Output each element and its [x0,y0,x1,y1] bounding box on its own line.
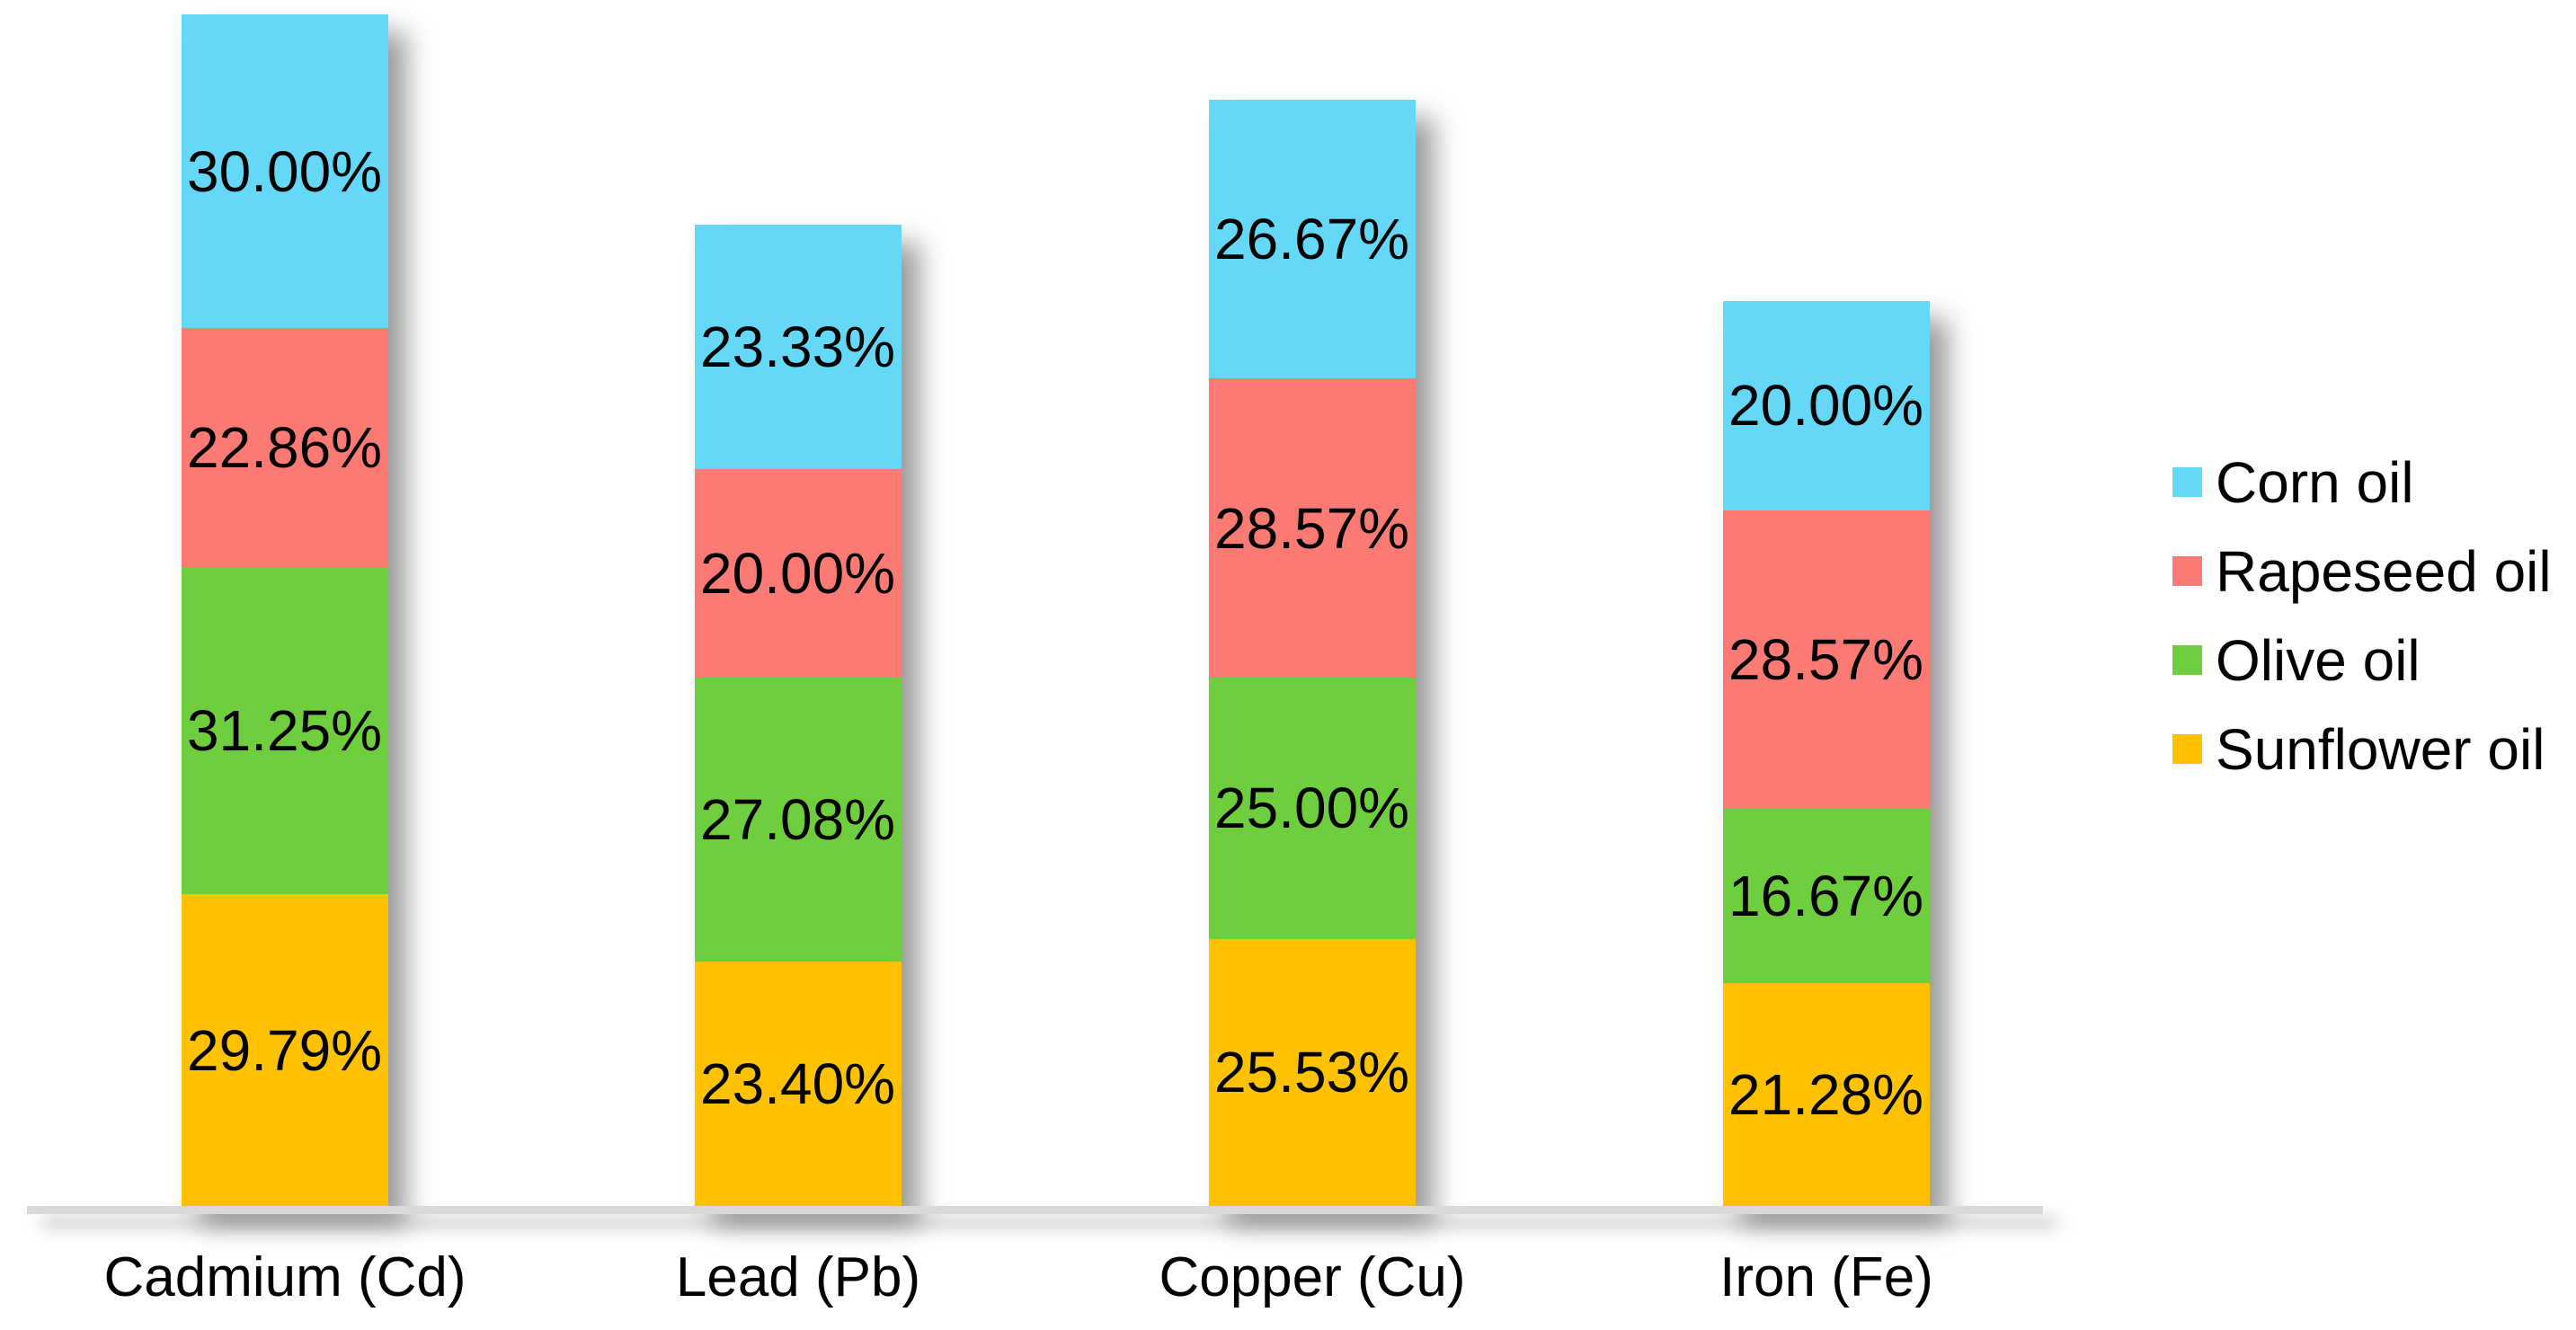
bar-segment-Rapeseed oil-Lead (Pb): 20.00% [695,468,902,678]
bar-segment-Olive oil-Lead (Pb): 27.08% [695,678,902,962]
bar-segment-Sunflower oil-Cadmium (Cd): 29.79% [182,894,388,1206]
data-label: 22.86% [187,415,383,481]
x-axis-label: Copper (Cu) [1159,1246,1466,1308]
bar-segment-Corn oil-Copper (Cu): 26.67% [1209,99,1416,379]
legend-swatch-icon [2172,467,2202,497]
x-axis-label: Lead (Pb) [675,1246,921,1308]
bar-segment-Corn oil-Cadmium (Cd): 30.00% [182,14,388,329]
legend-swatch-icon [2172,645,2202,675]
data-label: 25.00% [1214,776,1410,841]
legend-item-Sunflower oil: Sunflower oil [2172,705,2552,794]
data-label: 30.00% [187,138,383,204]
legend-item-Corn oil: Corn oil [2172,438,2552,527]
bar-Copper (Cu): 26.67% 28.57% 25.00% 25.53% [1209,99,1416,1206]
legend-item-Olive oil: Olive oil [2172,616,2552,705]
data-label: 16.67% [1728,864,1924,929]
bar-Cadmium (Cd): 30.00% 22.86% 31.25% 29.79% [182,14,388,1206]
data-label: 20.00% [1728,373,1924,439]
x-axis-label: Iron (Fe) [1719,1246,1933,1308]
bar-Lead (Pb): 23.33% 20.00% 27.08% 23.40% [695,225,902,1206]
legend: Corn oil Rapeseed oil Olive oil Sunflower o… [2172,438,2552,794]
bar-segment-Rapeseed oil-Copper (Cu): 28.57% [1209,378,1416,678]
bar-segment-Corn oil-Iron (Fe): 20.00% [1723,300,1930,510]
data-label: 27.08% [700,786,896,852]
bar-segment-Olive oil-Copper (Cu): 25.00% [1209,677,1416,939]
x-axis-label: Cadmium (Cd) [103,1246,466,1308]
data-label: 29.79% [187,1017,383,1083]
legend-label: Rapeseed oil [2216,538,2552,604]
bar-segment-Rapeseed oil-Cadmium (Cd): 22.86% [182,328,388,568]
data-label: 23.40% [700,1051,896,1116]
legend-swatch-icon [2172,734,2202,764]
data-label: 21.28% [1728,1062,1924,1128]
data-label: 23.33% [700,314,896,379]
bar-segment-Sunflower oil-Lead (Pb): 23.40% [695,961,902,1206]
data-label: 25.53% [1214,1040,1410,1105]
bar-segment-Olive oil-Cadmium (Cd): 31.25% [182,567,388,895]
data-label: 20.00% [700,540,896,606]
data-label: 28.57% [1728,626,1924,692]
legend-label: Olive oil [2216,627,2421,693]
legend-label: Sunflower oil [2216,716,2545,782]
bar-segment-Corn oil-Lead (Pb): 23.33% [695,225,902,469]
bar-Iron (Fe): 20.00% 28.57% 16.67% 21.28% [1723,300,1930,1206]
bar-segment-Olive oil-Iron (Fe): 16.67% [1723,809,1930,984]
data-label: 31.25% [187,698,383,764]
bar-segment-Sunflower oil-Copper (Cu): 25.53% [1209,938,1416,1206]
bar-segment-Sunflower oil-Iron (Fe): 21.28% [1723,983,1930,1206]
legend-swatch-icon [2172,556,2202,586]
x-axis-line [27,1206,2043,1214]
data-label: 28.57% [1214,495,1410,561]
legend-item-Rapeseed oil: Rapeseed oil [2172,527,2552,616]
legend-label: Corn oil [2216,449,2414,515]
data-label: 26.67% [1214,207,1410,272]
bar-segment-Rapeseed oil-Iron (Fe): 28.57% [1723,510,1930,810]
